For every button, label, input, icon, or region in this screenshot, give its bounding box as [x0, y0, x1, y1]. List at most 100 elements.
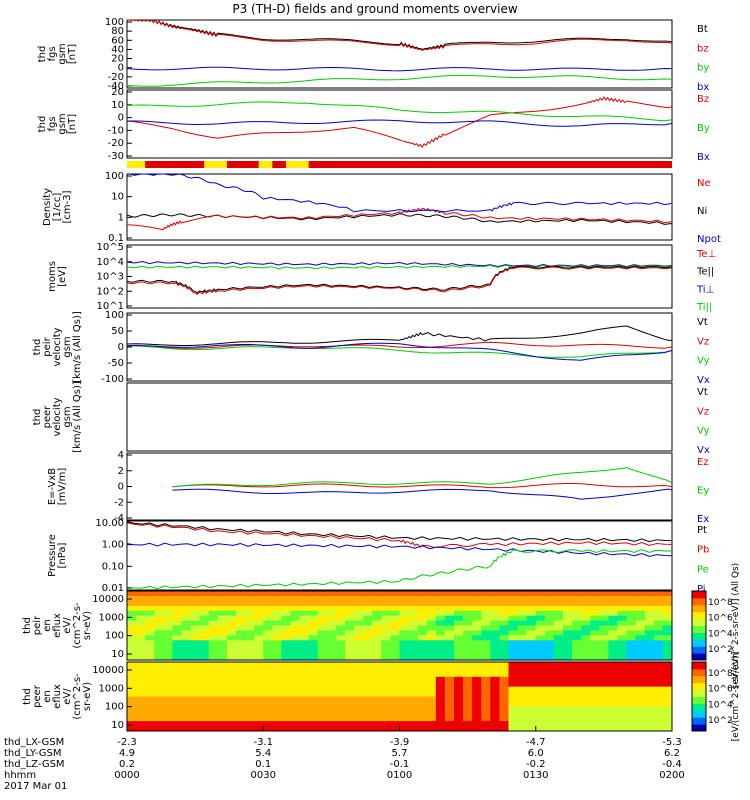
- spectrogram-cell: [508, 620, 519, 626]
- spectrogram-cell: [553, 716, 564, 722]
- spectrogram-cell: [226, 701, 237, 707]
- colorbar-tick: 10^6: [708, 614, 733, 624]
- spectrogram-cell: [553, 591, 564, 597]
- spectrogram-cell: [190, 726, 201, 732]
- spectrogram-cell: [172, 686, 182, 693]
- spectrogram-cell: [481, 686, 491, 693]
- y-tick-label: -100: [101, 374, 124, 385]
- panel-ylabel: (cm^2-s-: [72, 673, 83, 720]
- spectrogram-cell: [553, 595, 564, 602]
- spectrogram-cell: [181, 640, 192, 646]
- spectrogram-cell: [526, 620, 537, 626]
- spectrogram-cell: [662, 681, 673, 688]
- colorbar-segment: [692, 682, 706, 691]
- spectrogram-cell: [181, 620, 192, 626]
- spectrogram-cell: [245, 620, 255, 626]
- spectrogram-cell: [226, 716, 237, 722]
- spectrogram-cell: [444, 716, 455, 722]
- spectrogram-cell: [317, 666, 328, 673]
- spectrogram-cell: [635, 696, 646, 702]
- spectrogram-cell: [272, 711, 282, 717]
- spectrogram-cell: [662, 655, 673, 661]
- spectrogram-cell: [444, 726, 455, 732]
- spectrogram-cell: [199, 676, 210, 683]
- spectrogram-cell: [372, 711, 382, 717]
- spectrogram-cell: [581, 620, 591, 626]
- spectrogram-cell: [263, 662, 273, 668]
- x-tick-label: -0.4: [662, 759, 682, 770]
- spectrogram-cell: [290, 711, 301, 717]
- spectrogram-cell: [363, 630, 373, 636]
- y-tick-label: 10000: [92, 665, 124, 676]
- spectrogram-cell: [136, 716, 146, 722]
- spectrogram-cell: [644, 721, 655, 727]
- spectrogram-cell: [454, 681, 464, 688]
- spectrogram-cell: [544, 706, 555, 712]
- spectrogram-cell: [481, 630, 491, 636]
- spectrogram-cell: [553, 630, 564, 636]
- spectrogram-cell: [390, 625, 400, 631]
- spectrogram-cell: [581, 595, 591, 602]
- spectrogram-cell: [490, 706, 500, 712]
- spectrogram-cell: [399, 691, 410, 697]
- y-tick-label: 100: [105, 631, 124, 642]
- spectrogram-cell: [644, 691, 655, 697]
- spectrogram-cell: [254, 686, 264, 693]
- spectrogram-cell: [553, 650, 564, 656]
- spectrogram-cell: [590, 676, 600, 683]
- spectrogram-cell: [599, 610, 609, 617]
- spectrogram-cell: [245, 615, 255, 622]
- spectrogram-cell: [127, 630, 137, 636]
- spectrogram-cell: [463, 625, 473, 631]
- spectrogram-cell: [608, 676, 618, 683]
- x-tick-label: 0.2: [119, 759, 135, 770]
- legend-entry: By: [697, 123, 710, 134]
- panel-10: thd peer en eflux eV/(cm^2-s-sr-eV)100001000…: [22, 652, 741, 742]
- spectrogram-cell: [399, 686, 410, 693]
- panel-frame: [126, 590, 673, 661]
- spectrogram-cell: [172, 620, 182, 626]
- spectrogram-cell: [154, 701, 164, 707]
- spectrogram-cell: [236, 691, 246, 697]
- spectrogram-cell: [335, 711, 346, 717]
- spectrogram-cell: [172, 706, 182, 712]
- spectrogram-cell: [263, 721, 273, 727]
- status-bar-yellow: [127, 161, 146, 168]
- spectrogram-cell: [127, 706, 137, 712]
- spectrogram-cell: [217, 595, 228, 602]
- spectrogram-cell: [508, 691, 519, 697]
- spectrogram-cell: [553, 696, 564, 702]
- y-tick-label: 10: [111, 720, 124, 731]
- spectrogram-cell: [662, 645, 673, 651]
- spectrogram-cell: [254, 595, 264, 602]
- spectrogram-cell: [572, 706, 582, 712]
- legend-entry: Ex: [697, 514, 709, 525]
- y-tick-label: 10000: [92, 594, 124, 605]
- spectrogram-cell: [499, 681, 509, 688]
- spectrogram-cell: [127, 625, 137, 631]
- spectrogram-cell: [472, 686, 482, 693]
- spectrogram-cell: [217, 726, 228, 732]
- spectrogram-cell: [653, 615, 664, 622]
- spectrogram-cell: [408, 676, 419, 683]
- spectrogram-cell: [444, 676, 455, 683]
- spectrogram-cell: [272, 610, 282, 617]
- y-tick-label: -50: [108, 358, 124, 369]
- spectrogram-cell: [662, 610, 673, 617]
- spectrogram-cell: [190, 650, 201, 656]
- spectrogram-cell: [408, 630, 419, 636]
- spectrogram-cell: [363, 706, 373, 712]
- spectrogram-cell: [308, 620, 319, 626]
- spectrogram-cell: [608, 595, 618, 602]
- spectrogram-cell: [245, 595, 255, 602]
- spectrogram-cell: [435, 701, 446, 707]
- spectrogram-cell: [463, 650, 473, 656]
- status-bar-yellow: [258, 161, 273, 168]
- spectrogram-cell: [345, 671, 355, 678]
- spectrogram-cell: [163, 615, 173, 622]
- spectrogram-cell: [408, 671, 419, 678]
- spectrogram-cell: [308, 681, 319, 688]
- spectrogram-cell: [299, 595, 310, 602]
